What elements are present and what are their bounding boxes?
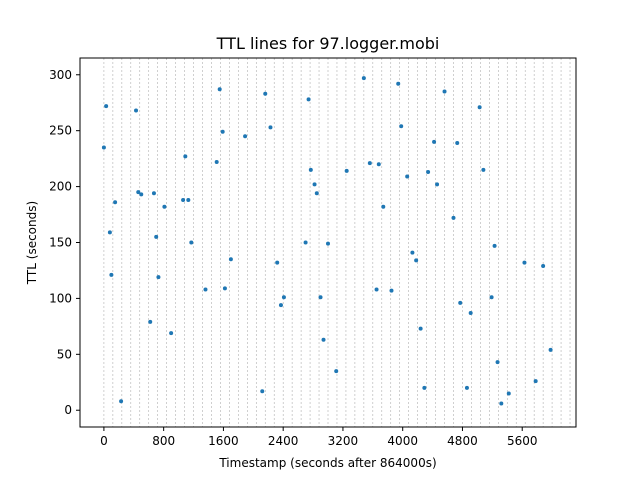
y-tick-label: 250 (49, 124, 72, 138)
data-point (183, 154, 188, 159)
data-point (451, 215, 456, 220)
data-point (399, 124, 404, 129)
data-point (435, 182, 440, 187)
data-point (396, 81, 401, 86)
data-point (334, 369, 339, 374)
data-point (499, 401, 504, 406)
data-point (367, 161, 372, 166)
data-point (468, 310, 473, 315)
data-point (548, 347, 553, 352)
data-point (101, 145, 106, 150)
data-point (464, 385, 469, 390)
data-point (148, 319, 153, 324)
data-point (492, 243, 497, 248)
data-point (139, 192, 144, 197)
data-point (405, 174, 410, 179)
data-point (228, 257, 233, 262)
data-point (541, 263, 546, 268)
data-point (303, 240, 308, 245)
data-point (156, 275, 161, 280)
data-point (151, 191, 156, 196)
data-point (268, 125, 273, 130)
x-axis-label: Timestamp (seconds after 864000s) (218, 456, 436, 470)
data-point (458, 300, 463, 305)
data-point (410, 250, 415, 255)
x-tick-label: 0 (100, 434, 108, 448)
data-point (477, 105, 482, 110)
data-point (263, 91, 268, 96)
data-point (455, 140, 460, 145)
data-point (217, 87, 222, 92)
data-point (489, 295, 494, 300)
y-axis-ticks: 0 50 100 150 200 250 300 (49, 68, 80, 417)
data-point (376, 162, 381, 167)
data-point (104, 104, 109, 109)
data-point (389, 288, 394, 293)
data-point (278, 303, 283, 308)
data-point (203, 287, 208, 292)
data-point (189, 240, 194, 245)
data-point (186, 198, 191, 203)
data-point (214, 159, 219, 164)
data-point (113, 200, 118, 205)
data-point (312, 182, 317, 187)
y-tick-label: 50 (57, 347, 72, 361)
x-tick-label: 4800 (447, 434, 478, 448)
data-point (414, 258, 419, 263)
data-point (361, 76, 366, 81)
data-point (275, 260, 280, 265)
data-point (426, 170, 431, 175)
y-axis-label: TTL (seconds) (25, 201, 39, 285)
data-point (374, 287, 379, 292)
data-point (326, 241, 330, 246)
data-point (306, 97, 311, 102)
x-tick-label: 4000 (387, 434, 418, 448)
data-point (220, 129, 225, 134)
y-tick-label: 150 (49, 236, 72, 250)
vertical-lines-layer (103, 58, 571, 427)
x-axis-ticks: 0 800 1600 2400 3200 4000 4800 5600 (100, 427, 537, 448)
data-point (506, 391, 511, 396)
data-point (418, 326, 423, 331)
data-point (169, 331, 174, 336)
data-point (533, 379, 538, 384)
data-point (318, 295, 323, 300)
data-point (154, 234, 159, 239)
data-point (109, 272, 114, 277)
y-tick-label: 0 (64, 403, 72, 417)
x-tick-label: 1600 (208, 434, 239, 448)
data-point (260, 389, 265, 394)
y-tick-label: 200 (49, 180, 72, 194)
data-point (481, 167, 486, 172)
data-point (243, 134, 248, 139)
chart-title: TTL lines for 97.logger.mobi (216, 34, 440, 53)
data-point (281, 295, 286, 300)
data-point (107, 230, 112, 235)
data-point (308, 167, 313, 172)
data-point (181, 198, 186, 203)
points-layer (101, 76, 553, 406)
data-point (119, 399, 124, 404)
data-point (134, 108, 139, 113)
data-point (381, 204, 386, 209)
data-point (522, 260, 527, 265)
data-point (321, 337, 326, 342)
x-tick-label: 5600 (507, 434, 538, 448)
data-point (495, 360, 500, 365)
data-point (422, 385, 427, 390)
data-point (442, 89, 447, 94)
data-point (314, 191, 319, 196)
x-tick-label: 800 (152, 434, 175, 448)
data-point (162, 204, 167, 209)
data-point (344, 168, 349, 173)
data-point (222, 286, 227, 291)
x-tick-label: 2400 (268, 434, 299, 448)
data-point (432, 139, 437, 144)
y-tick-label: 100 (49, 291, 72, 305)
data-point (136, 190, 141, 195)
x-tick-label: 3200 (328, 434, 359, 448)
y-tick-label: 300 (49, 68, 72, 82)
